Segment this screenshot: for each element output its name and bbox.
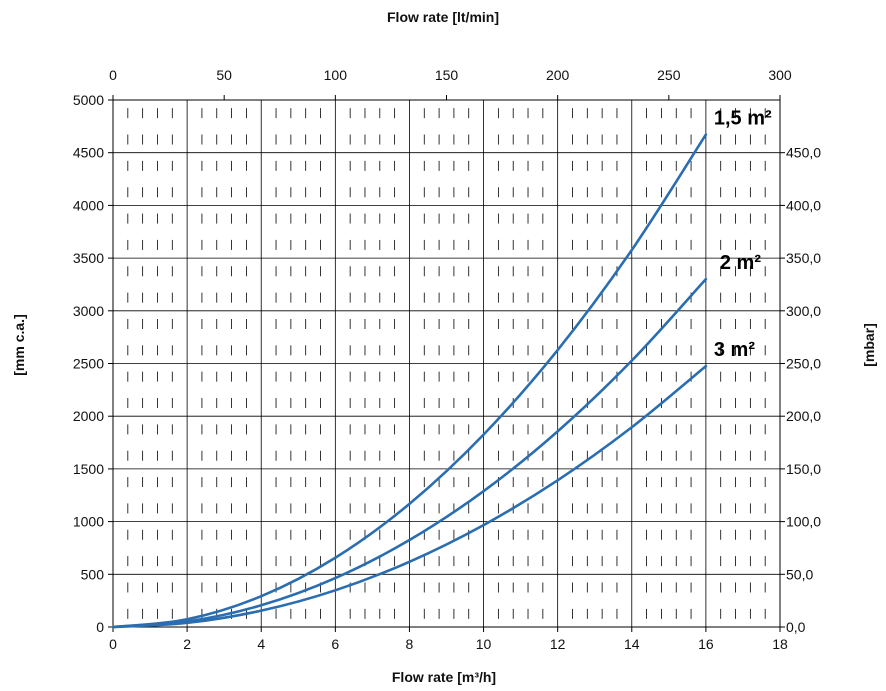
y-right-tick-label: 100,0	[786, 514, 821, 530]
y-right-tick-label: 0,0	[786, 619, 806, 635]
x-tick-label: 8	[406, 636, 414, 652]
series-line	[111, 277, 708, 629]
y-right-tick-label: 450,0	[786, 145, 821, 161]
series-label: 3 m²	[714, 339, 755, 361]
right-axis-title: [mbar]	[861, 323, 877, 367]
y-tick-label: 1500	[73, 461, 104, 477]
x-top-tick-label: 50	[216, 67, 232, 83]
ticks-layer: 0 2 4 6 8 10 12 14 16 180 50 100 150 200 250 3000500100…	[73, 67, 821, 652]
series-layer: 1,5 m² 2 m² 3 m²	[111, 108, 772, 629]
x-top-tick-label: 200	[546, 67, 570, 83]
y-right-tick-label: 250,0	[786, 356, 821, 372]
y-tick-label: 3000	[73, 303, 104, 319]
x-tick-label: 0	[109, 636, 117, 652]
y-tick-label: 5000	[73, 92, 104, 108]
y-tick-label: 2000	[73, 408, 104, 424]
y-right-tick-label: 350,0	[786, 250, 821, 266]
y-tick-label: 2500	[73, 356, 104, 372]
y-right-tick-label: 200,0	[786, 408, 821, 424]
y-tick-label: 500	[81, 566, 105, 582]
y-tick-label: 3500	[73, 250, 104, 266]
y-tick-label: 4000	[73, 197, 104, 213]
y-right-tick-label: 150,0	[786, 461, 821, 477]
series-line	[111, 364, 708, 629]
left-axis-title: [mm c.a.]	[11, 314, 27, 375]
x-tick-label: 6	[331, 636, 339, 652]
y-right-tick-label: 50,0	[786, 566, 813, 582]
y-tick-label: 4500	[73, 145, 104, 161]
grid-layer	[113, 100, 780, 627]
top-axis-title: Flow rate [lt/min]	[387, 9, 499, 25]
y-right-tick-label: 300,0	[786, 303, 821, 319]
x-top-tick-label: 300	[768, 67, 792, 83]
y-right-tick-label: 400,0	[786, 197, 821, 213]
bottom-axis-title: Flow rate [m³/h]	[392, 669, 496, 685]
y-tick-label: 0	[96, 619, 104, 635]
x-tick-label: 18	[772, 636, 788, 652]
x-tick-label: 12	[550, 636, 566, 652]
series-label: 1,5 m²	[714, 108, 772, 130]
x-top-tick-label: 250	[657, 67, 681, 83]
series-line	[111, 133, 708, 629]
x-tick-label: 4	[257, 636, 265, 652]
x-top-tick-label: 0	[109, 67, 117, 83]
y-tick-label: 1000	[73, 514, 104, 530]
x-tick-label: 2	[183, 636, 191, 652]
x-top-tick-label: 100	[324, 67, 348, 83]
x-tick-label: 16	[698, 636, 714, 652]
series-label: 2 m²	[720, 252, 761, 274]
x-tick-label: 10	[476, 636, 492, 652]
x-top-tick-label: 150	[435, 67, 459, 83]
x-tick-label: 14	[624, 636, 640, 652]
